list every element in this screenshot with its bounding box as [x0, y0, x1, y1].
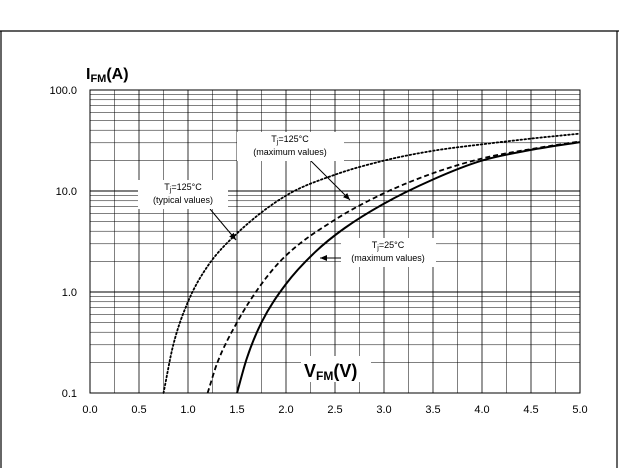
x-tick-label: 0.0 — [82, 404, 97, 416]
x-tick-label: 2.0 — [278, 404, 293, 416]
y-tick-label: 1.0 — [62, 287, 77, 299]
curve-tj125-maximum — [206, 140, 581, 394]
y-tick-labels: 0.1 1.0 10.0 100.0 — [49, 85, 77, 400]
y-tick-label: 10.0 — [56, 186, 77, 198]
x-tick-label: 1.0 — [180, 404, 195, 416]
x-tick-label: 5.0 — [572, 404, 587, 416]
curve-tj25-maximum — [236, 141, 581, 394]
y-tick-label: 0.1 — [62, 388, 77, 400]
leader-arrow — [310, 160, 351, 201]
x-tick-label: 3.0 — [376, 404, 391, 416]
data-curves — [162, 132, 581, 394]
annotation-background — [237, 132, 344, 161]
x-axis-title: VFM(V) — [304, 361, 357, 383]
annotation-leaders — [209, 160, 351, 261]
y-tick-label: 100.0 — [49, 85, 77, 97]
x-tick-label: 2.5 — [327, 404, 342, 416]
annotation-tj125-typical: Tj=125°C(typical values) — [138, 180, 228, 209]
y-axis-title: IFM(A) — [86, 66, 129, 85]
leader-arrow — [209, 208, 237, 241]
x-tick-label: 4.0 — [474, 404, 489, 416]
x-axis-title-background — [301, 356, 371, 382]
annotation-line-2: (maximum values) — [253, 147, 327, 157]
annotation-tj25-maximum: Tj=25°C(maximum values) — [341, 238, 436, 267]
annotation-line-2: (typical values) — [153, 195, 213, 205]
x-tick-label: 3.5 — [425, 404, 440, 416]
x-tick-label: 1.5 — [229, 404, 244, 416]
annotation-line-1: Tj=125°C — [164, 182, 202, 194]
x-tick-label: 0.5 — [131, 404, 146, 416]
series-annotations: Tj=125°C(typical values)Tj=125°C(maximum… — [138, 132, 436, 267]
x-tick-label: 4.5 — [523, 404, 538, 416]
annotation-background — [138, 180, 228, 209]
annotation-line-1: Tj=25°C — [372, 240, 405, 252]
annotation-line-2: (maximum values) — [351, 253, 425, 263]
plot-area-border — [89, 89, 581, 394]
x-tick-labels: 0.0 0.5 1.0 1.5 2.0 2.5 3.0 3.5 4.0 4.5 5.0 — [82, 404, 587, 416]
annotation-line-1: Tj=125°C — [271, 134, 309, 146]
annotation-background — [341, 238, 436, 267]
curve-tj125-typical — [162, 132, 581, 394]
annotation-tj125-maximum: Tj=125°C(maximum values) — [237, 132, 344, 161]
